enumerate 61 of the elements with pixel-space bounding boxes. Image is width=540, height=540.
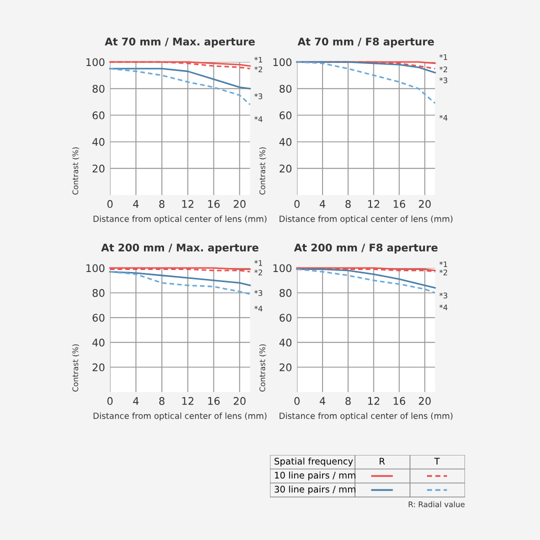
- y-tick-label: 100: [273, 264, 292, 272]
- x-tick-label: 20: [234, 200, 246, 208]
- x-tick-label: 0: [294, 397, 300, 405]
- x-tick-label: 0: [294, 200, 300, 208]
- line-series: [109, 270, 251, 286]
- x-tick-label: 4: [133, 200, 139, 208]
- x-tick-label: 4: [320, 397, 326, 405]
- x-tick-label: 20: [234, 397, 246, 405]
- x-tick-label: 12: [368, 200, 380, 208]
- y-tick-label: 100: [86, 58, 104, 66]
- text: T: [434, 458, 440, 464]
- x-tick-label: 16: [208, 397, 220, 405]
- text: 30 line pairs / mm: [274, 486, 356, 494]
- y-tick-label: 60: [280, 314, 292, 322]
- x-tick-label: 16: [394, 200, 406, 208]
- y-tick-label: 20: [92, 363, 104, 372]
- y-tick-label: 20: [92, 164, 104, 173]
- y-tick-label: 20: [280, 164, 292, 173]
- text: 10 line pairs / mm: [274, 472, 356, 480]
- y-tick-label: 80: [280, 289, 292, 297]
- y-tick-label: 60: [280, 111, 292, 120]
- x-tick-label: 12: [182, 200, 194, 208]
- chart-title: At 200 mm / F8 aperture: [294, 244, 438, 254]
- x-tick-label: 8: [346, 200, 351, 208]
- x-tick-label: 0: [107, 200, 113, 208]
- y-tick-label: 80: [280, 84, 292, 93]
- y-tick-label: 40: [92, 338, 104, 347]
- x-axis-title: Distance from optical center of lens (mm): [280, 412, 452, 421]
- y-tick-label: 40: [279, 138, 292, 146]
- y-tick-label: 80: [92, 289, 104, 297]
- y-tick-label: 20: [280, 363, 292, 372]
- y-tick-label: 100: [273, 58, 292, 66]
- x-tick-label: 12: [182, 397, 194, 405]
- x-tick-label: 12: [368, 397, 380, 405]
- x-tick-label: 8: [346, 397, 351, 405]
- chart-title: At 70 mm / F8 aperture: [298, 38, 434, 48]
- text: Spatial frequency: [274, 458, 353, 466]
- chart-title: At 70 mm / Max. aperture: [104, 38, 255, 48]
- x-tick-label: 4: [320, 200, 326, 208]
- line-series: [109, 270, 251, 295]
- x-tick-label: 16: [394, 397, 406, 405]
- y-tick-label: 100: [86, 264, 104, 272]
- y-tick-label: 60: [92, 111, 104, 120]
- x-tick-label: 0: [107, 397, 113, 405]
- x-tick-label: 8: [159, 397, 164, 405]
- x-tick-label: 20: [418, 200, 431, 208]
- chart-title: At 200 mm / Max. aperture: [101, 244, 258, 254]
- x-axis-title: Distance from optical center of lens (mm): [280, 216, 452, 224]
- y-tick-label: 40: [279, 338, 292, 347]
- x-axis-title: Distance from optical center of lens (mm): [94, 216, 266, 224]
- x-tick-label: 16: [208, 200, 220, 208]
- y-tick-label: 40: [92, 138, 104, 146]
- line-series: [109, 68, 251, 90]
- text: R: [380, 458, 385, 464]
- x-tick-label: 4: [133, 397, 139, 405]
- line-series: [109, 68, 251, 106]
- x-axis-title: Distance from optical center of lens (mm): [94, 412, 266, 421]
- x-tick-label: 20: [418, 397, 431, 405]
- x-tick-label: 8: [159, 200, 164, 208]
- y-tick-label: 80: [92, 84, 104, 93]
- y-tick-label: 60: [92, 314, 104, 322]
